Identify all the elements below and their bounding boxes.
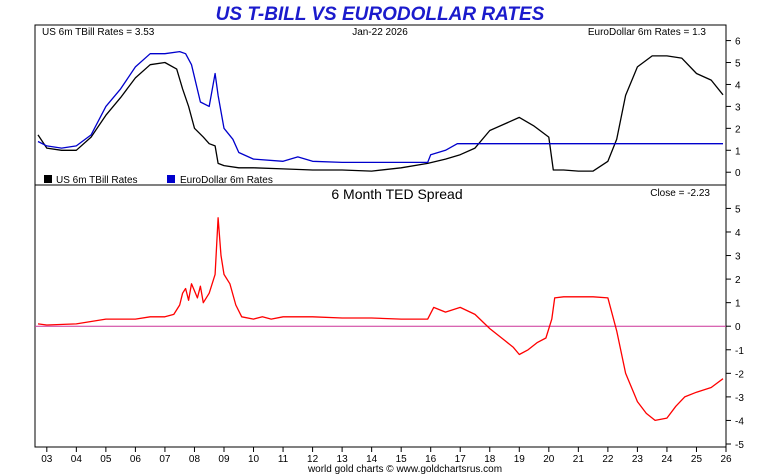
bottom-y-tick-label: -2 (735, 369, 744, 380)
chart-title: US T-BILL VS EURODOLLAR RATES (216, 4, 545, 25)
top-series-group (37, 50, 724, 172)
bottom-y-tick-label: -4 (735, 416, 744, 427)
bottom-y-tick-label: 5 (735, 204, 741, 215)
bottom-y-tick-label: 2 (735, 275, 741, 286)
tbill-readout: US 6m TBill Rates = 3.53 (42, 27, 155, 38)
legend-eurodollar-label: EuroDollar 6m Rates (180, 175, 273, 186)
top-series-line-0 (37, 55, 724, 172)
top-y-tick-label: 3 (735, 102, 741, 113)
top-y-tick-label: 0 (735, 168, 741, 179)
x-tick-label: 20 (543, 454, 555, 465)
x-tick-label: 12 (307, 454, 319, 465)
bottom-y-tick-label: -3 (735, 393, 744, 404)
top-y-axis: 6 5 4 3 2 1 0 (726, 37, 741, 179)
x-tick-label: 14 (366, 454, 378, 465)
bottom-series-group (37, 217, 724, 422)
top-y-tick-label: 6 (735, 37, 741, 48)
x-tick-label: 11 (278, 454, 289, 465)
x-tick-label: 16 (425, 454, 437, 465)
eurodollar-readout: EuroDollar 6m Rates = 1.3 (588, 27, 707, 38)
bottom-y-tick-label: -1 (735, 346, 744, 357)
bottom-y-tick-label: -5 (735, 440, 744, 451)
x-tick-label: 23 (632, 454, 644, 465)
x-tick-label: 13 (337, 454, 349, 465)
x-tick-label: 25 (691, 454, 703, 465)
bottom-y-tick-label: 3 (735, 252, 741, 263)
ted-close-readout: Close = -2.23 (650, 188, 710, 199)
bottom-y-tick-label: 4 (735, 228, 741, 239)
top-y-tick-label: 1 (735, 146, 741, 157)
ted-spread-title: 6 Month TED Spread (331, 186, 462, 202)
top-y-tick-label: 4 (735, 80, 741, 91)
x-tick-label: 04 (71, 454, 83, 465)
footer-credit: world gold charts © www.goldchartsrus.co… (307, 464, 502, 475)
x-tick-label: 06 (130, 454, 142, 465)
x-tick-label: 17 (455, 454, 467, 465)
top-y-tick-label: 2 (735, 124, 741, 135)
x-tick-label: 19 (514, 454, 526, 465)
bottom-series-line-0 (37, 217, 724, 422)
bottom-y-tick-label: 0 (735, 322, 741, 333)
x-tick-label: 24 (661, 454, 673, 465)
top-y-tick-label: 5 (735, 59, 741, 70)
x-tick-label: 10 (248, 454, 260, 465)
x-tick-label: 21 (573, 454, 585, 465)
bottom-panel-frame (34, 184, 727, 448)
x-tick-label: 09 (218, 454, 230, 465)
bottom-y-tick-label: 1 (735, 299, 741, 310)
x-tick-label: 05 (100, 454, 112, 465)
legend-tbill-swatch (44, 175, 52, 183)
x-tick-label: 15 (396, 454, 408, 465)
top-series-line-1 (37, 50, 723, 164)
bottom-y-axis: 5 4 3 2 1 0 -1 -2 -3 -4 -5 (726, 204, 744, 451)
x-tick-label: 22 (602, 454, 614, 465)
legend-eurodollar-swatch (167, 175, 175, 183)
x-tick-label: 07 (159, 454, 171, 465)
top-panel-frame (34, 24, 727, 186)
x-tick-label: 26 (720, 454, 732, 465)
chart-date: Jan-22 2026 (352, 27, 408, 38)
x-axis: 03 04 05 06 07 08 09 10 11 12 13 14 15 16 17 18 19 20 21 22… (41, 447, 732, 465)
x-tick-label: 08 (189, 454, 201, 465)
x-tick-label: 18 (484, 454, 496, 465)
x-tick-label: 03 (41, 454, 53, 465)
legend-tbill-label: US 6m TBill Rates (56, 175, 138, 186)
